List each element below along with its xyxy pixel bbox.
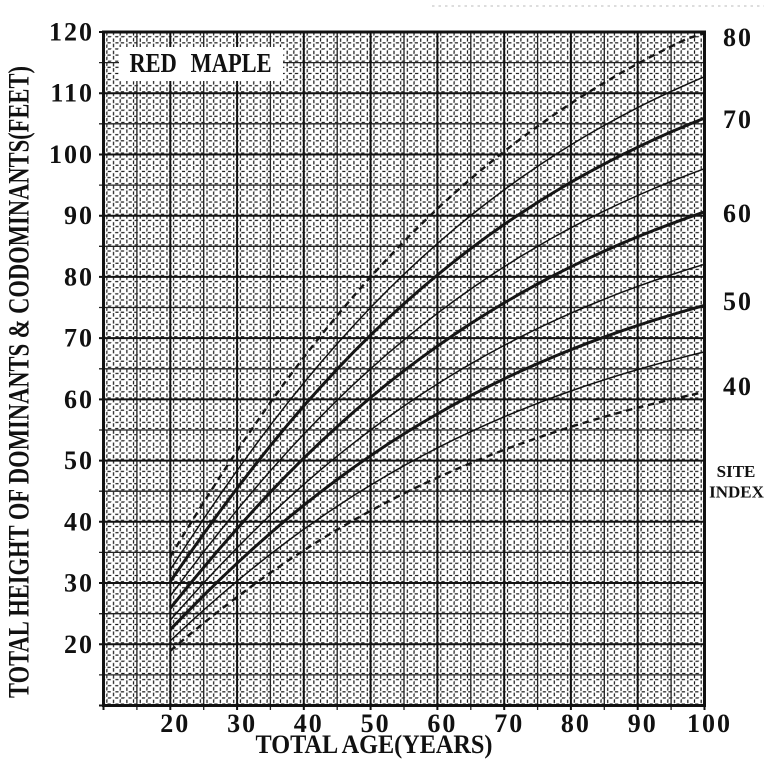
svg-text:50: 50: [361, 709, 391, 738]
svg-text:30: 30: [227, 709, 257, 738]
svg-text:60: 60: [427, 709, 457, 738]
svg-text:40: 40: [294, 709, 324, 738]
svg-text:20: 20: [160, 709, 190, 738]
svg-text:80: 80: [723, 23, 753, 52]
svg-text:50: 50: [64, 446, 94, 475]
svg-text:90: 90: [628, 709, 658, 738]
svg-text:60: 60: [723, 199, 753, 228]
svg-text:100: 100: [49, 140, 94, 169]
svg-text:RED MAPLE: RED MAPLE: [130, 48, 272, 78]
svg-text:50: 50: [723, 287, 753, 316]
svg-text:SITE: SITE: [717, 462, 756, 481]
svg-text:70: 70: [64, 324, 94, 353]
svg-text:110: 110: [50, 79, 94, 108]
svg-text:60: 60: [64, 385, 94, 414]
svg-text:80: 80: [561, 709, 591, 738]
svg-text:TOTAL HEIGHT OF DOMINANTS & CO: TOTAL HEIGHT OF DOMINANTS & CODOMINANTS(…: [3, 66, 36, 698]
svg-text:70: 70: [723, 105, 753, 134]
svg-text:120: 120: [49, 18, 94, 47]
svg-text:TOTAL AGE(YEARS): TOTAL AGE(YEARS): [256, 730, 493, 759]
svg-text:70: 70: [494, 709, 524, 738]
svg-text:30: 30: [64, 569, 94, 598]
svg-text:40: 40: [64, 507, 94, 536]
svg-text:90: 90: [64, 201, 94, 230]
svg-text:20: 20: [64, 630, 94, 659]
svg-text:100: 100: [687, 709, 732, 738]
svg-text:40: 40: [723, 372, 753, 401]
svg-text:80: 80: [64, 262, 94, 291]
svg-text:INDEX: INDEX: [709, 483, 765, 502]
